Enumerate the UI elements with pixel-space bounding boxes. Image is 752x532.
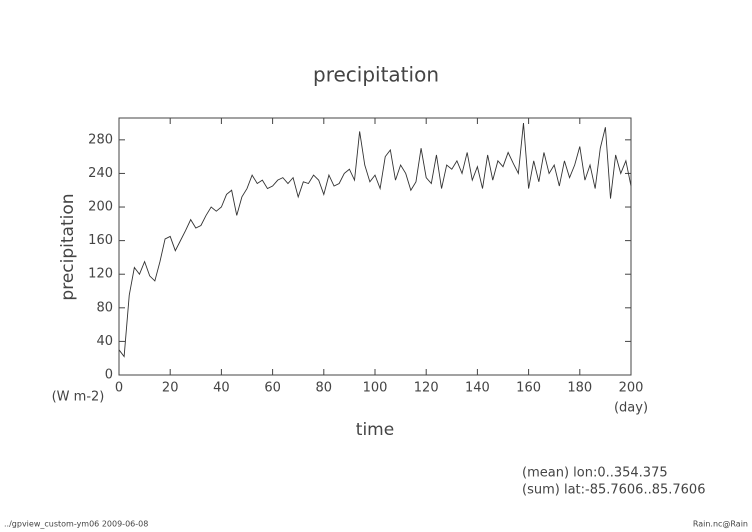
x-tick-label: 100 — [363, 381, 388, 396]
y-tick-label: 160 — [88, 233, 113, 248]
x-tick-label: 140 — [465, 381, 490, 396]
y-tick-label: 120 — [88, 267, 113, 282]
annotation: (sum) lat:-85.7606..85.7606 — [522, 483, 705, 498]
plot-frame — [118, 117, 632, 376]
x-tick-label: 200 — [619, 381, 644, 396]
x-axis-label: time — [356, 420, 394, 440]
x-units: (day) — [614, 401, 648, 416]
y-tick-label: 280 — [88, 132, 113, 147]
y-axis-label: precipitation — [58, 193, 78, 300]
x-tick-label: 120 — [414, 381, 439, 396]
y-tick-label: 200 — [88, 200, 113, 215]
footer-left: ../gpview_custom-ym06 2009-06-08 — [4, 520, 148, 529]
x-tick-label: 60 — [264, 381, 281, 396]
chart-title: precipitation — [313, 63, 439, 87]
data-line — [118, 122, 632, 358]
y-tick-label: 80 — [96, 300, 113, 315]
y-units: (W m-2) — [52, 390, 105, 405]
y-tick-label: 240 — [88, 166, 113, 181]
x-tick-label: 160 — [516, 381, 541, 396]
x-tick-label: 40 — [213, 381, 230, 396]
y-tick-label: 0 — [105, 368, 113, 383]
x-tick-label: 180 — [567, 381, 592, 396]
annotation: (mean) lon:0..354.375 — [522, 466, 668, 481]
x-tick-label: 80 — [316, 381, 333, 396]
x-tick-label: 20 — [162, 381, 179, 396]
x-tick-label: 0 — [115, 381, 123, 396]
y-tick-label: 40 — [96, 334, 113, 349]
footer-right: Rain.nc@Rain — [693, 520, 748, 529]
